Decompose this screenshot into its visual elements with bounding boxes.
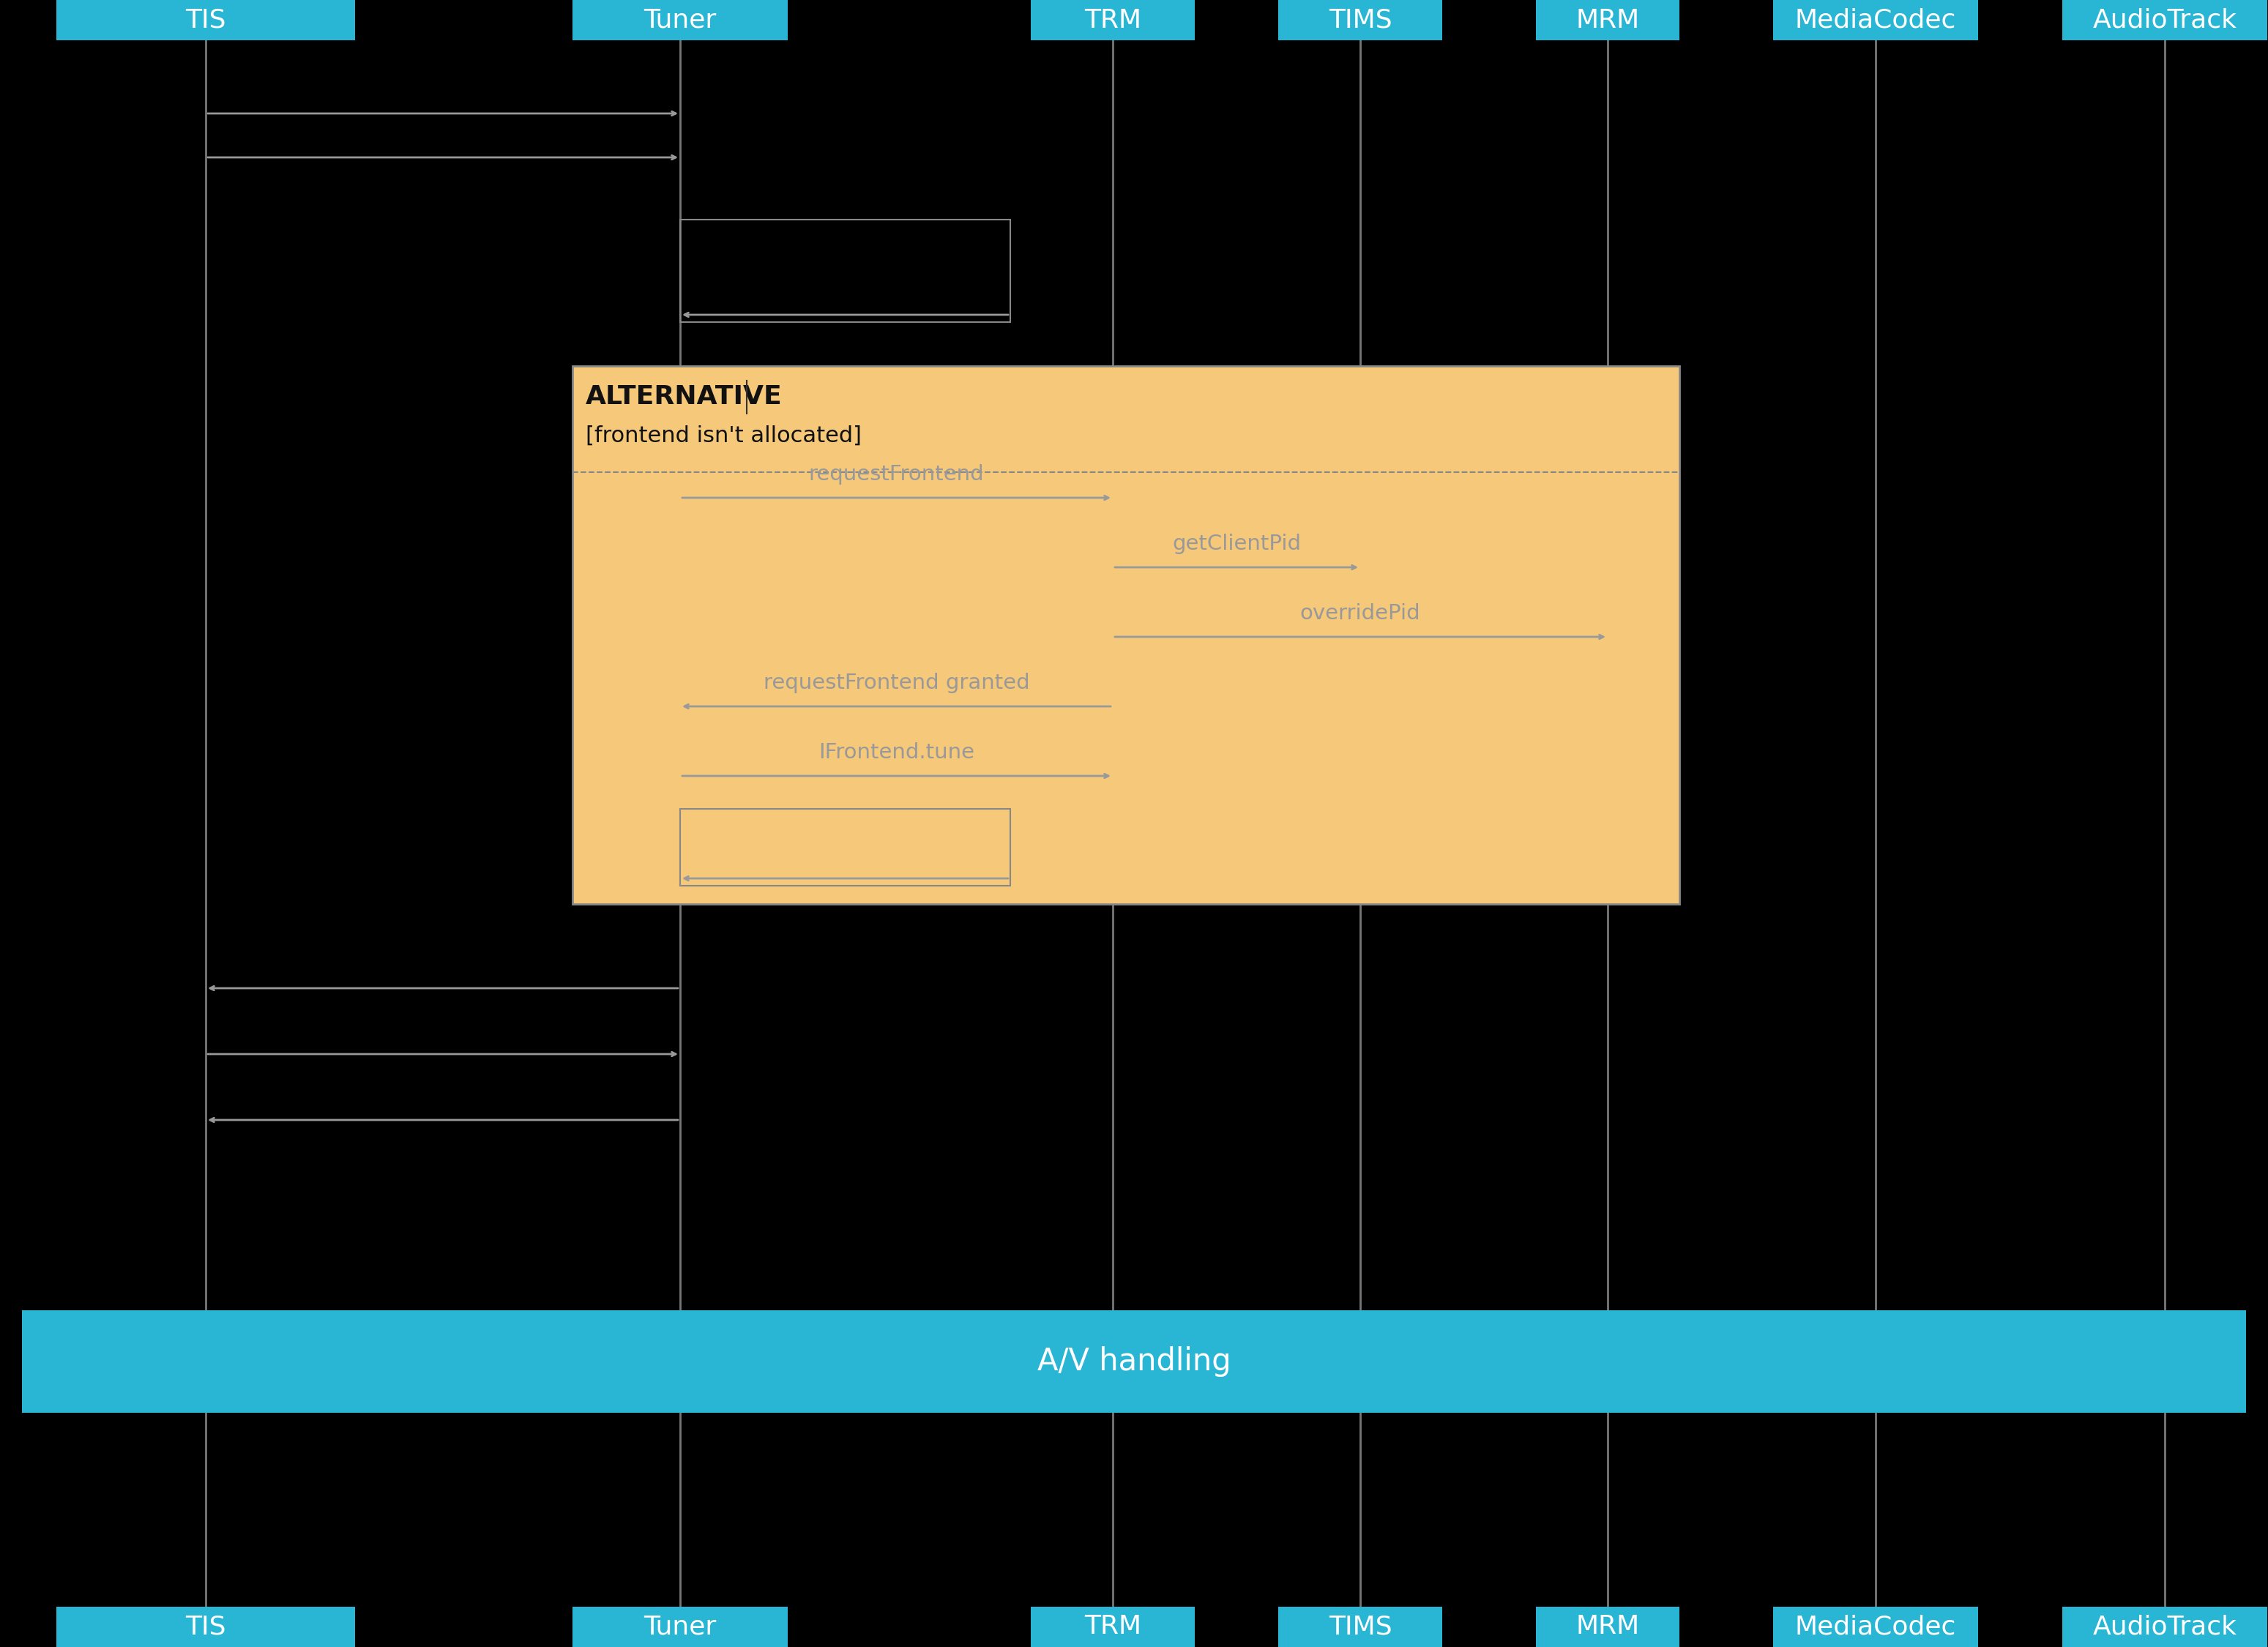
Text: TIS: TIS bbox=[186, 1614, 227, 1639]
Text: TIMS: TIMS bbox=[1329, 1614, 1393, 1639]
Bar bbox=[1774, 0, 1978, 40]
Bar bbox=[2062, 0, 2268, 40]
Text: TIMS: TIMS bbox=[1329, 8, 1393, 33]
Text: TIS: TIS bbox=[186, 8, 227, 33]
Bar bbox=[1535, 1607, 1678, 1647]
Bar bbox=[57, 1607, 356, 1647]
Text: AudioTrack: AudioTrack bbox=[2093, 1614, 2236, 1639]
Text: [frontend isn't allocated]: [frontend isn't allocated] bbox=[585, 425, 862, 446]
Bar bbox=[1279, 1607, 1442, 1647]
Bar bbox=[572, 1607, 787, 1647]
Text: ALTERNATIVE: ALTERNATIVE bbox=[585, 384, 782, 408]
Text: A/V handling: A/V handling bbox=[1036, 1346, 1232, 1377]
Text: MRM: MRM bbox=[1576, 1614, 1640, 1639]
Bar bbox=[680, 219, 1009, 323]
Bar bbox=[23, 1311, 2245, 1413]
Text: requestFrontend: requestFrontend bbox=[810, 464, 984, 484]
Text: MRM: MRM bbox=[1576, 8, 1640, 33]
Text: MediaCodec: MediaCodec bbox=[1794, 8, 1957, 33]
Text: AudioTrack: AudioTrack bbox=[2093, 8, 2236, 33]
Text: overridePid: overridePid bbox=[1300, 603, 1420, 624]
Text: MediaCodec: MediaCodec bbox=[1794, 1614, 1957, 1639]
Bar bbox=[680, 809, 1009, 886]
Text: IFrontend.tune: IFrontend.tune bbox=[819, 743, 975, 763]
Bar bbox=[1774, 1607, 1978, 1647]
Bar bbox=[1279, 0, 1442, 40]
Bar bbox=[572, 366, 1678, 904]
Bar bbox=[572, 0, 787, 40]
Text: Tuner: Tuner bbox=[644, 1614, 717, 1639]
Text: getClientPid: getClientPid bbox=[1173, 534, 1302, 553]
Text: TRM: TRM bbox=[1084, 8, 1141, 33]
Bar bbox=[57, 0, 356, 40]
Bar bbox=[1535, 0, 1678, 40]
Bar bbox=[2062, 1607, 2268, 1647]
Text: requestFrontend granted: requestFrontend granted bbox=[764, 672, 1030, 693]
Bar bbox=[1030, 1607, 1195, 1647]
Text: Tuner: Tuner bbox=[644, 8, 717, 33]
Bar bbox=[1030, 0, 1195, 40]
Text: TRM: TRM bbox=[1084, 1614, 1141, 1639]
